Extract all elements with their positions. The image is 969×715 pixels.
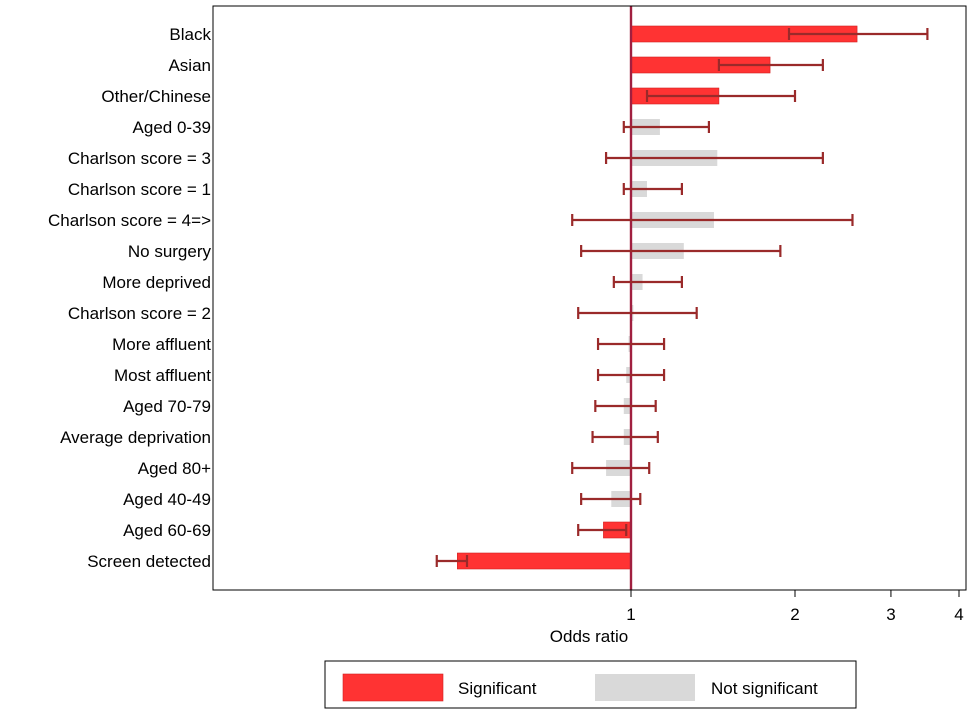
legend-significant-label: Significant [458, 679, 537, 698]
ci-other-chinese [645, 90, 797, 102]
row-label-average-deprivation: Average deprivation [60, 428, 211, 447]
row-label-aged-70-79: Aged 70-79 [123, 397, 211, 416]
row-labels: Black Asian Other/Chinese Aged 0-39 Charlson… [48, 25, 212, 571]
plot-frame [212, 5, 967, 591]
row-label-charlson-score-2: Charlson score = 2 [68, 304, 211, 323]
row-label-black: Black [169, 25, 211, 44]
ci-aged-40-49 [580, 493, 642, 505]
legend-significant-swatch [342, 673, 444, 702]
row-label-more-affluent: More affluent [112, 335, 211, 354]
row-label-most-affluent: Most affluent [114, 366, 211, 385]
row-label-aged-80: Aged 80+ [138, 459, 211, 478]
ci-no-surgery [580, 245, 782, 257]
x-tick-label-3: 3 [886, 605, 895, 624]
x-tick-label-2: 2 [790, 605, 799, 624]
ci-more-deprived [612, 276, 683, 288]
row-label-charlson-score-1: Charlson score = 1 [68, 180, 211, 199]
ci-charlson-score-1 [622, 183, 683, 195]
ci-average-deprivation [591, 431, 659, 443]
legend-not-significant-swatch [595, 674, 695, 701]
ci-charlson-score-3 [604, 152, 824, 164]
ci-aged-80 [571, 462, 651, 474]
row-label-charlson-score-4: Charlson score = 4=> [48, 211, 211, 230]
confidence-intervals [435, 28, 929, 567]
x-tick-label-1: 1 [626, 605, 635, 624]
ci-asian [717, 59, 824, 71]
row-label-aged-0-39: Aged 0-39 [133, 118, 211, 137]
ci-black [787, 28, 929, 40]
x-tick-label-4: 4 [954, 605, 963, 624]
row-label-aged-60-69: Aged 60-69 [123, 521, 211, 540]
row-label-aged-40-49: Aged 40-49 [123, 490, 211, 509]
bar-screen-detected [457, 552, 632, 570]
ci-charlson-score-2 [577, 307, 698, 319]
row-label-charlson-score-3: Charlson score = 3 [68, 149, 211, 168]
ci-aged-60-69 [577, 524, 628, 536]
ci-more-affluent [596, 338, 666, 350]
x-axis-label: Odds ratio [550, 627, 628, 646]
ci-aged-0-39 [622, 121, 711, 133]
row-label-other-chinese: Other/Chinese [101, 87, 211, 106]
ci-aged-70-79 [594, 400, 657, 412]
row-label-more-deprived: More deprived [102, 273, 211, 292]
ci-screen-detected [435, 555, 469, 567]
ci-charlson-score-4 [571, 214, 854, 226]
legend-not-significant-label: Not significant [711, 679, 818, 698]
legend: Significant Not significant [324, 660, 857, 709]
row-label-asian: Asian [168, 56, 211, 75]
row-label-no-surgery: No surgery [128, 242, 212, 261]
ci-most-affluent [596, 369, 666, 381]
x-axis-ticks: 1 2 3 4 [626, 590, 964, 624]
row-label-screen-detected: Screen detected [87, 552, 211, 571]
